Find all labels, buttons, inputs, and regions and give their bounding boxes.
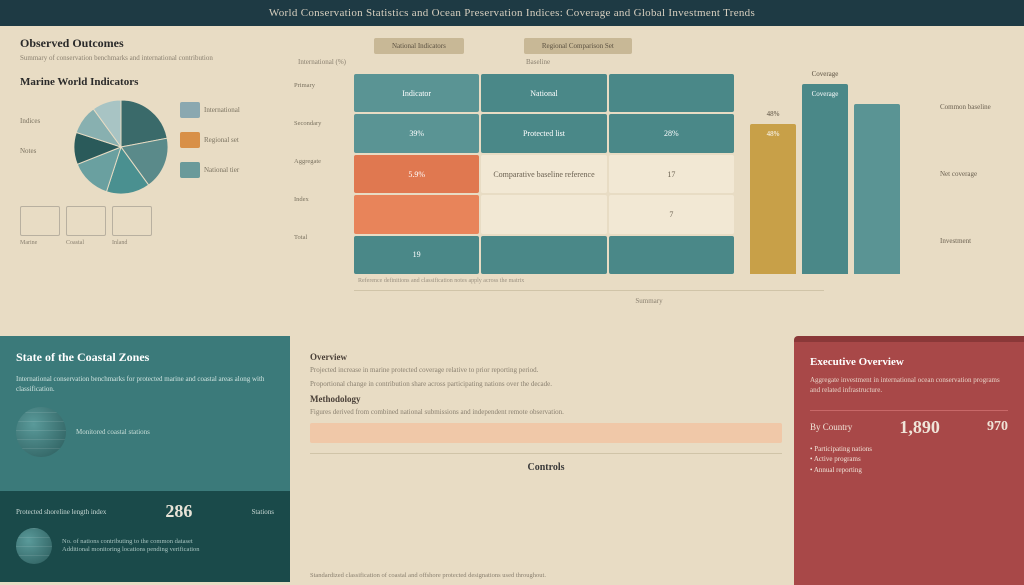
bar-labels: Common baselineNet coverageInvestment bbox=[934, 74, 1004, 274]
metric-line: Additional monitoring locations pending … bbox=[62, 546, 274, 554]
card-text: International conservation benchmarks fo… bbox=[16, 375, 274, 395]
matrix-footnote: Reference definitions and classification… bbox=[358, 278, 1004, 284]
metric-value: 286 bbox=[165, 501, 192, 522]
panel-subheading: Marine World Indicators bbox=[20, 76, 276, 88]
category-box bbox=[112, 206, 152, 236]
matrix-row-labels: PrimarySecondaryAggregateIndexTotal bbox=[294, 74, 354, 274]
globe-caption: Monitored coastal stations bbox=[76, 428, 274, 436]
matrix-sublabel: International (%) bbox=[298, 58, 346, 66]
category-box bbox=[66, 206, 106, 236]
section-heading: Methodology bbox=[310, 394, 782, 404]
divider bbox=[810, 410, 1008, 411]
metric-line: No. of nations contributing to the commo… bbox=[62, 538, 274, 546]
metric-row: Protected shoreline length index 286 Sta… bbox=[16, 501, 274, 522]
bullet-item: • Active programs bbox=[810, 454, 1008, 465]
panel-subtext: Summary of conservation benchmarks and i… bbox=[20, 54, 276, 62]
category-label: Inland bbox=[112, 240, 152, 246]
card-title: Executive Overview bbox=[810, 356, 1008, 368]
card-title: State of the Coastal Zones bbox=[16, 350, 274, 365]
panel-heading: Observed Outcomes bbox=[20, 36, 276, 51]
matrix-header: Regional Comparison Set bbox=[524, 38, 632, 54]
globe-icon bbox=[16, 528, 52, 564]
lower-section: State of the Coastal Zones International… bbox=[0, 336, 1024, 585]
category-box bbox=[20, 206, 60, 236]
building-icon bbox=[180, 102, 200, 118]
matrix-header: National Indicators bbox=[374, 38, 464, 54]
data-matrix: PrimarySecondaryAggregateIndexTotal Indi… bbox=[294, 74, 1004, 274]
matrix-cells: Indicator39%5.9%19NationalProtected list… bbox=[354, 74, 734, 274]
category-boxes bbox=[20, 206, 276, 236]
body-text: Proportional change in contribution shar… bbox=[310, 380, 782, 390]
stat-value: 1,890 bbox=[899, 417, 940, 438]
section-heading: Controls bbox=[310, 462, 782, 473]
flask-icon bbox=[180, 162, 200, 178]
bullet-item: • Annual reporting bbox=[810, 465, 1008, 476]
matrix-headers: National Indicators Regional Comparison … bbox=[374, 38, 1004, 54]
category-label: Coastal bbox=[66, 240, 106, 246]
footer-text: Standardized classification of coastal a… bbox=[310, 572, 782, 579]
matrix-subheaders: International (%) Baseline bbox=[298, 58, 1004, 66]
stat-row: By Country 1,890 970 bbox=[810, 417, 1008, 438]
upper-right-panel: National Indicators Regional Comparison … bbox=[290, 26, 1024, 336]
category-labels: Marine Coastal Inland bbox=[20, 240, 276, 246]
section-heading: Overview bbox=[310, 352, 782, 362]
pie-legend-item: International bbox=[180, 102, 270, 118]
matrix-caption: Summary bbox=[294, 297, 1004, 305]
pie-chart bbox=[72, 98, 170, 196]
upper-left-panel: Observed Outcomes Summary of conservatio… bbox=[0, 26, 290, 336]
stat-value: 970 bbox=[987, 419, 1008, 435]
upper-section: Observed Outcomes Summary of conservatio… bbox=[0, 26, 1024, 336]
stat-label: By Country bbox=[810, 422, 852, 432]
pie-right-labels: International Regional set National tier bbox=[180, 102, 270, 192]
summary-card: Executive Overview Aggregate investment … bbox=[794, 336, 1024, 585]
globe-icon bbox=[16, 407, 66, 457]
metrics-card: Protected shoreline length index 286 Sta… bbox=[0, 491, 290, 582]
bullet-list: • Participating nations • Active program… bbox=[810, 444, 1008, 476]
bar-chart: 48% 48% Coverage Coverage bbox=[734, 74, 934, 274]
coastal-card: State of the Coastal Zones International… bbox=[0, 336, 290, 491]
divider bbox=[310, 453, 782, 454]
bullet-item: • Participating nations bbox=[810, 444, 1008, 455]
pie-legend-item: National tier bbox=[180, 162, 270, 178]
pie-legend-item: Regional set bbox=[180, 132, 270, 148]
body-text: Figures derived from combined national s… bbox=[310, 408, 782, 418]
chart-icon bbox=[180, 132, 200, 148]
left-column: State of the Coastal Zones International… bbox=[0, 336, 290, 585]
divider bbox=[354, 290, 824, 291]
card-text: Aggregate investment in international oc… bbox=[810, 376, 1008, 396]
pie-side-label: Indices bbox=[20, 117, 62, 125]
center-panel: Overview Projected increase in marine pr… bbox=[290, 336, 794, 585]
highlight-bar bbox=[310, 423, 782, 443]
pie-left-labels: Indices Notes bbox=[20, 117, 62, 177]
title-banner: World Conservation Statistics and Ocean … bbox=[0, 0, 1024, 26]
body-text: Projected increase in marine protected c… bbox=[310, 366, 782, 376]
category-label: Marine bbox=[20, 240, 60, 246]
matrix-sublabel: Baseline bbox=[526, 58, 550, 66]
pie-side-label: Notes bbox=[20, 147, 62, 155]
metric-label: Protected shoreline length index bbox=[16, 508, 106, 516]
metric-unit: Stations bbox=[251, 508, 274, 516]
globe-row: Monitored coastal stations bbox=[16, 407, 274, 457]
